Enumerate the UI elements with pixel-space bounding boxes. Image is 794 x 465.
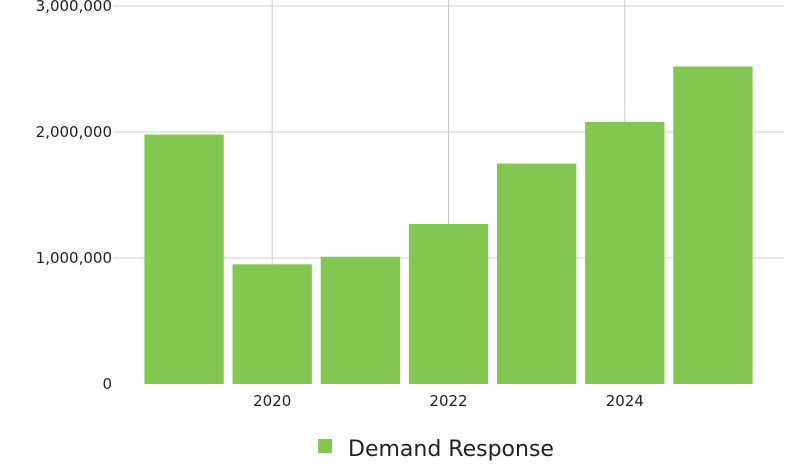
legend-label: Demand Response — [348, 437, 554, 462]
y-tick-label: 2,000,000 — [36, 123, 112, 141]
bar-series — [144, 66, 753, 385]
x-tick-label: 2024 — [606, 392, 644, 410]
bar — [408, 223, 489, 384]
x-tick-label: 2022 — [429, 392, 467, 410]
bar — [673, 66, 753, 384]
x-axis-ticks: 2020 2022 2024 — [253, 392, 644, 410]
legend-swatch — [318, 439, 332, 453]
y-tick-label: 0 — [102, 375, 112, 393]
bar — [496, 163, 577, 384]
y-axis-ticks: 0 1,000,000 2,000,000 3,000,000 — [36, 0, 112, 393]
legend: Demand Response — [318, 437, 554, 462]
bar — [585, 121, 665, 385]
bar — [232, 264, 312, 384]
x-tick-label: 2020 — [253, 392, 291, 410]
bar — [320, 256, 401, 384]
bar — [144, 134, 224, 384]
y-tick-label: 3,000,000 — [36, 0, 112, 15]
y-tick-label: 1,000,000 — [36, 249, 112, 267]
